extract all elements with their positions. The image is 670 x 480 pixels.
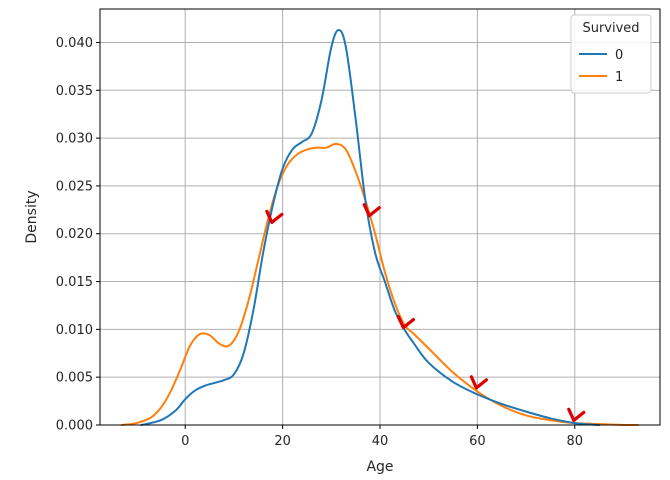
legend-label-0: 0	[615, 48, 623, 63]
x-tick-label: 0	[181, 434, 189, 449]
series-lines	[120, 29, 640, 426]
axis-ticks: 0 20 40 60 80 0.000 0.005 0.010 0.015 0.020 0.025 0…	[56, 36, 583, 449]
legend-box	[570, 14, 652, 94]
legend-label-1: 1	[615, 70, 623, 85]
legend-title: Survived	[582, 21, 639, 36]
y-tick-label: 0.000	[56, 419, 93, 434]
y-tick-label: 0.040	[56, 36, 93, 51]
x-tick-label: 60	[469, 434, 486, 449]
x-tick-label: 40	[372, 434, 389, 449]
checkmark-mark	[469, 375, 488, 390]
checkmark-annotations	[265, 203, 586, 422]
legend: Survived 01	[570, 14, 652, 94]
y-tick-label: 0.015	[56, 275, 93, 290]
y-tick-label: 0.010	[56, 323, 93, 338]
grid-lines	[100, 9, 660, 426]
y-tick-label: 0.020	[56, 227, 93, 242]
x-tick-label: 20	[274, 434, 291, 449]
y-axis-label: Density	[24, 190, 40, 243]
y-tick-label: 0.025	[56, 179, 93, 194]
checkmark-mark	[362, 203, 381, 218]
checkmark-mark	[567, 407, 586, 422]
checkmark-mark	[265, 209, 284, 224]
legend-items: 01	[579, 48, 623, 85]
x-axis-label: Age	[366, 459, 393, 475]
x-tick-label: 80	[567, 434, 584, 449]
y-tick-label: 0.005	[56, 371, 93, 386]
y-tick-label: 0.035	[56, 84, 93, 99]
checkmark-mark	[396, 314, 415, 330]
series-line-0	[140, 29, 601, 426]
y-tick-label: 0.030	[56, 132, 93, 147]
